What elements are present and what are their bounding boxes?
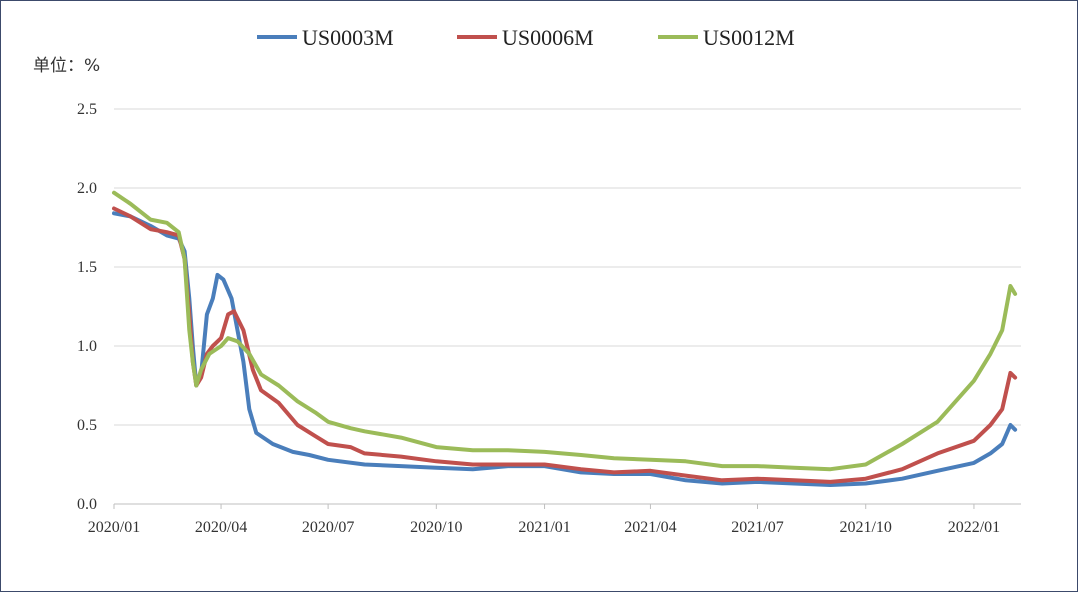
y-tick-label: 1.5 xyxy=(77,259,97,276)
x-tick-label: 2021/07 xyxy=(731,519,783,536)
x-tick-label: 2021/10 xyxy=(839,519,891,536)
x-tick-label: 2020/10 xyxy=(410,519,462,536)
y-tick-label: 0.0 xyxy=(77,496,97,513)
series-line-us0006m xyxy=(112,206,1018,484)
x-tick-label: 2020/01 xyxy=(88,519,140,536)
y-tick-label: 1.0 xyxy=(77,338,97,355)
series-group xyxy=(112,190,1018,487)
legend: US0003M US0006M US0012M xyxy=(257,25,795,50)
y-tick-label: 2.5 xyxy=(77,101,97,118)
x-tick-label: 2020/07 xyxy=(302,519,354,536)
x-tick-label: 2020/04 xyxy=(195,519,247,536)
x-tick-label: 2022/01 xyxy=(948,519,1000,536)
y-axis-unit-label: 单位：% xyxy=(33,56,100,76)
legend-label-us0003m: US0003M xyxy=(302,25,394,50)
x-axis: 2020/01 2020/04 2020/07 2020/10 2021/01 2021/… xyxy=(88,503,1021,536)
legend-label-us0012m: US0012M xyxy=(703,25,795,50)
y-tick-label: 0.5 xyxy=(77,417,97,434)
series-line-us0012m xyxy=(112,190,1018,472)
x-tick-label: 2021/01 xyxy=(518,519,570,536)
y-tick-label: 2.0 xyxy=(77,180,97,197)
x-tick-label: 2021/04 xyxy=(624,519,676,536)
legend-label-us0006m: US0006M xyxy=(502,25,594,50)
gridlines xyxy=(114,108,1021,426)
y-axis: 0.0 0.5 1.0 1.5 2.0 2.5 xyxy=(77,101,97,513)
